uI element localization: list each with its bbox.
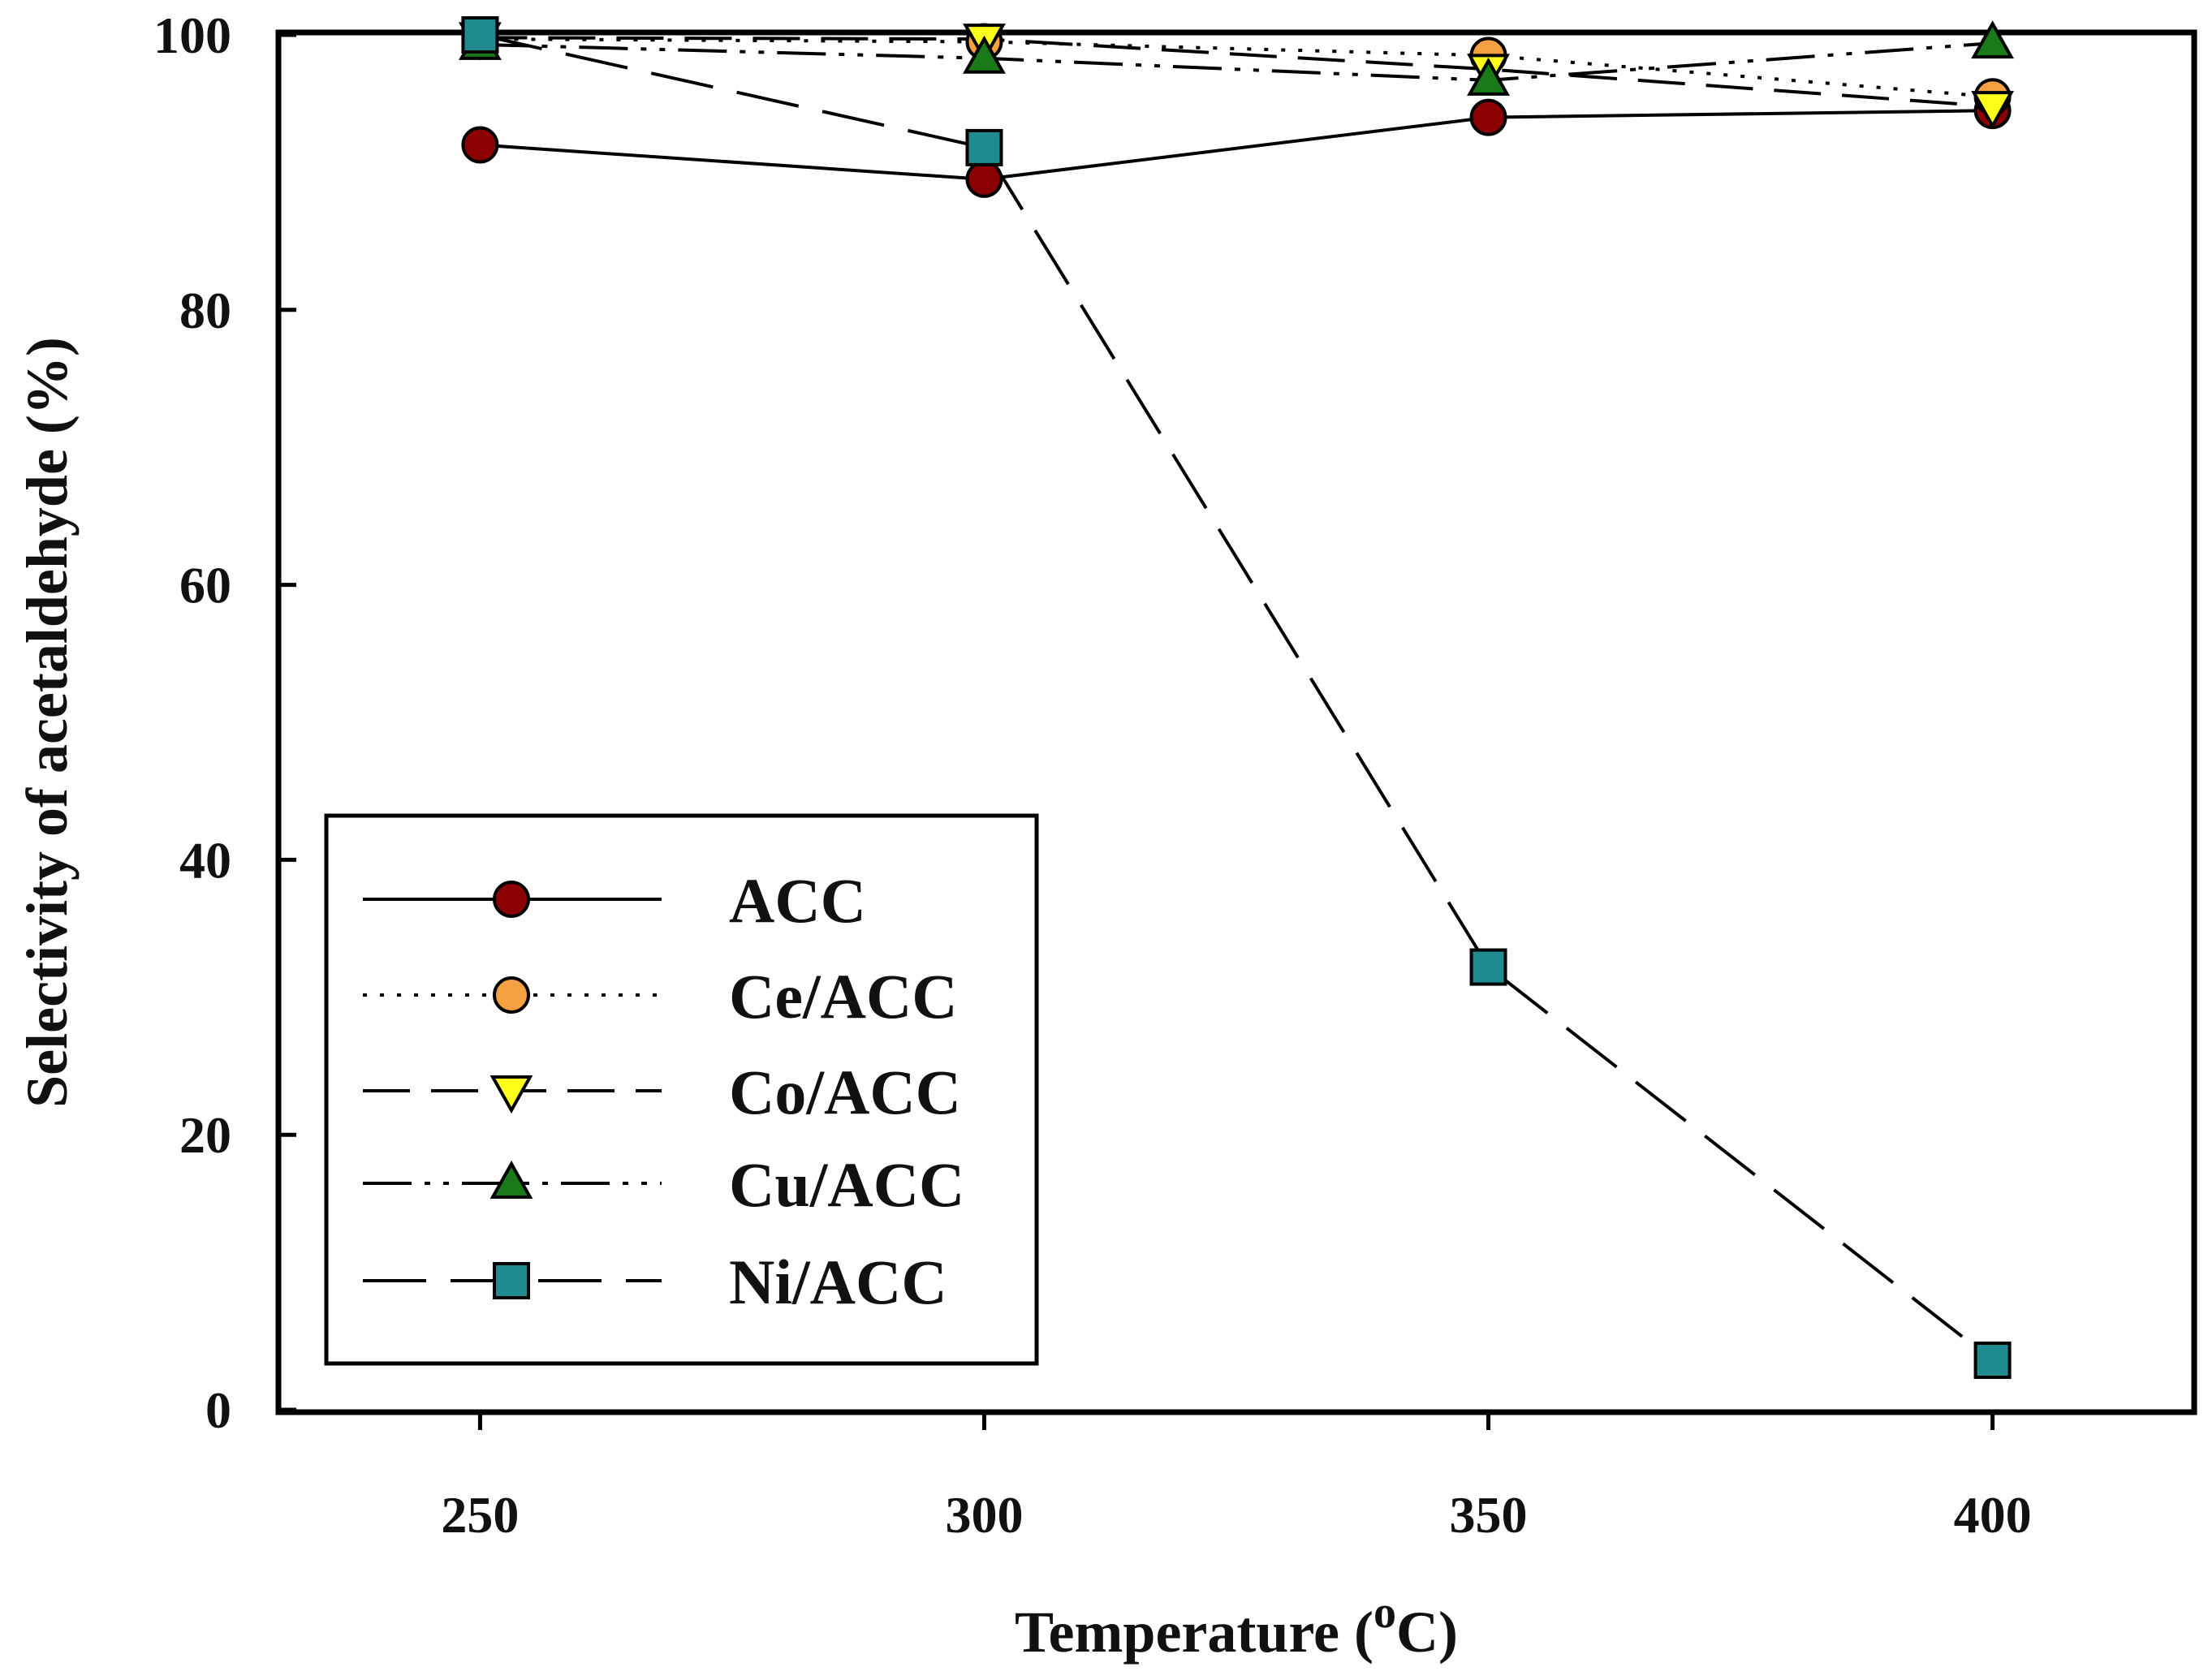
data-point-ni-acc	[1973, 1342, 2012, 1380]
plot-area-frame	[275, 29, 2197, 1415]
y-tick-label: 80	[179, 282, 231, 339]
series-line-co-acc	[480, 36, 1993, 109]
y-tick-label: 0	[205, 1381, 231, 1439]
legend-label-acc: ACC	[729, 865, 866, 936]
legend-marker-acc	[493, 881, 530, 918]
x-axis-title: Temperature (oC)	[1015, 1587, 1458, 1665]
legend-marker-ce-acc	[493, 976, 530, 1014]
y-tick-label: 40	[179, 831, 231, 889]
x-axis-title-end: C)	[1396, 1600, 1458, 1665]
legend-marker-ni-acc	[493, 1262, 530, 1299]
x-axis-title-superscript: o	[1374, 1587, 1396, 1638]
series-line-cu-acc	[480, 41, 1993, 82]
series-lines	[479, 33, 1994, 1362]
data-point-ni-acc	[1469, 948, 1507, 986]
x-tick-label: 300	[945, 1486, 1023, 1544]
legend-label-ni-acc: Ni/ACC	[729, 1247, 947, 1317]
data-point-ni-acc	[461, 16, 499, 54]
series-markers	[459, 16, 2014, 1380]
legend: ACC Ce/ACC Co/ACC Cu/ACC Ni/ACC	[324, 813, 1039, 1366]
x-tick-label: 250	[441, 1486, 519, 1544]
data-point-cu-acc	[1467, 57, 1510, 96]
data-point-acc	[461, 126, 499, 164]
y-axis: 0 20 40 60 80 100	[153, 6, 296, 1439]
y-axis-title: Selectivity of acetaldehyde (%)	[15, 337, 80, 1108]
legend-label-cu-acc: Cu/ACC	[729, 1149, 964, 1220]
x-axis-title-main: Temperature (	[1015, 1600, 1374, 1665]
legend-label-co-acc: Co/ACC	[729, 1057, 961, 1127]
legend-label-ce-acc: Ce/ACC	[729, 961, 958, 1032]
y-tick-label: 20	[179, 1106, 231, 1164]
series-line-acc	[480, 109, 1993, 181]
x-tick-label: 400	[1954, 1486, 2032, 1544]
data-point-cu-acc	[963, 35, 1006, 74]
x-tick-label: 350	[1450, 1486, 1528, 1544]
data-point-ni-acc	[965, 128, 1003, 166]
y-tick-label: 100	[153, 6, 231, 64]
legend-marker-co-acc	[489, 1075, 533, 1114]
data-point-cu-acc	[1971, 20, 2014, 59]
y-tick-label: 60	[179, 557, 231, 614]
series-line-ni-acc	[479, 33, 1994, 1362]
data-point-co-acc	[1971, 91, 2014, 130]
data-point-acc	[965, 160, 1003, 198]
legend-marker-cu-acc	[489, 1160, 533, 1199]
data-point-acc	[1469, 98, 1507, 136]
x-axis: 250 300 350 400	[441, 1412, 2032, 1544]
